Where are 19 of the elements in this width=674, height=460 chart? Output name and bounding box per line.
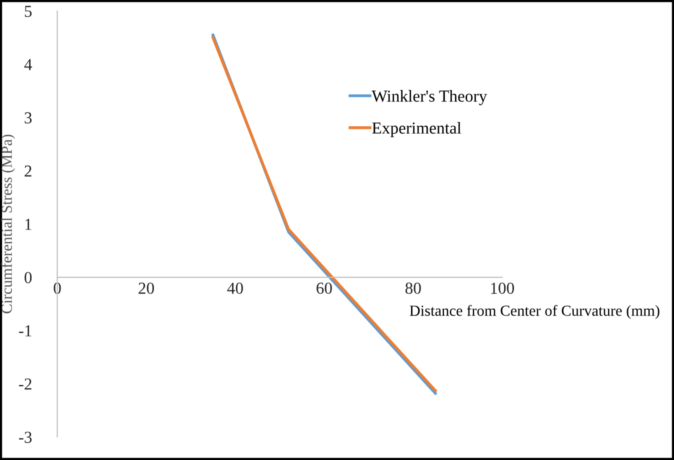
y-tick-label: -1 — [19, 325, 32, 336]
x-tick-label: 100 — [491, 282, 514, 294]
x-axis-title: Distance from Center of Curvature (mm) — [410, 304, 660, 319]
y-axis-title: Circumferential Stress (MPa) — [1, 134, 16, 314]
x-tick-label: 60 — [316, 282, 332, 294]
x-tick-label: 0 — [54, 282, 61, 294]
x-tick-label: 20 — [138, 282, 154, 294]
y-tick-label: 2 — [24, 166, 32, 177]
y-tick-label: 0 — [24, 272, 32, 284]
y-tick-label: 1 — [25, 218, 32, 230]
y-tick-label: -2 — [19, 378, 32, 390]
y-tick-label: 3 — [24, 112, 32, 124]
x-tick-label: 80 — [405, 282, 421, 294]
y-tick-label: 5 — [24, 6, 32, 17]
x-tick-label: 40 — [227, 282, 243, 294]
y-tick-label: 4 — [24, 59, 32, 70]
y-tick-label: -3 — [19, 432, 32, 443]
legend-label: Winkler's Theory — [372, 90, 488, 106]
legend-label: Experimental — [372, 122, 462, 138]
